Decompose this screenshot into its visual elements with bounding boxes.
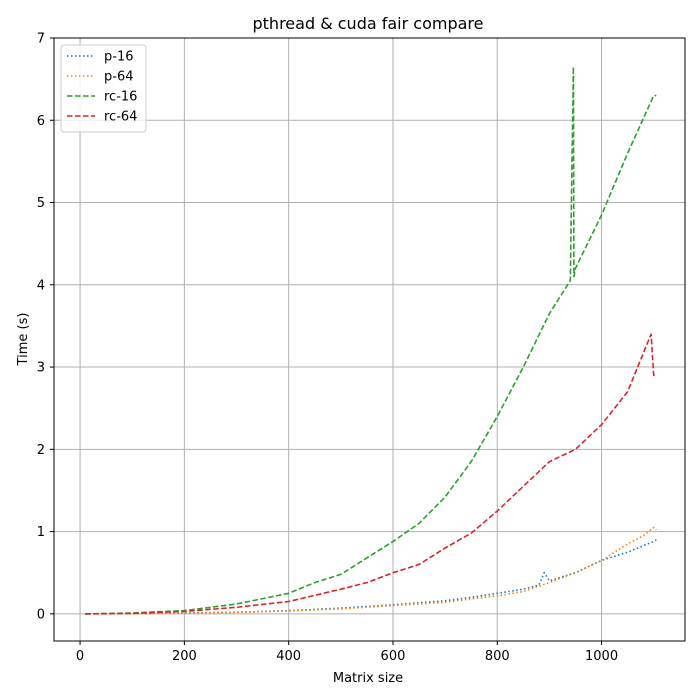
legend-label: p-64	[104, 70, 134, 85]
y-tick-label: 5	[37, 196, 45, 211]
x-tick-label: 0	[76, 649, 84, 664]
x-tick-label: 800	[485, 649, 510, 664]
y-tick-label: 0	[37, 607, 45, 622]
legend-label: rc-64	[104, 110, 137, 125]
legend-label: rc-16	[104, 90, 137, 105]
series-line-p-16	[85, 539, 657, 615]
legend-label: p-16	[104, 50, 134, 65]
x-tick-label: 400	[276, 649, 301, 664]
y-tick-label: 2	[37, 443, 45, 458]
axis-ticks: 0 200 400 600 800 1000 0 1 2 3 4 5 6 7	[37, 32, 618, 665]
legend-box	[60, 44, 147, 133]
x-axis-label: Matrix size	[333, 671, 403, 686]
plot-frame	[53, 37, 686, 642]
y-tick-label: 7	[37, 32, 45, 47]
x-tick-label: 600	[381, 649, 406, 664]
plot-series	[85, 66, 657, 615]
x-tick-label: 200	[172, 649, 197, 664]
series-line-rc-64	[85, 333, 657, 615]
y-tick-label: 3	[37, 361, 45, 376]
y-tick-label: 6	[37, 114, 45, 129]
series-line-rc-16	[85, 66, 657, 615]
legend: p-16 p-64 rc-16 rc-64	[60, 44, 147, 133]
series-line-p-64	[85, 526, 657, 615]
y-axis-label: Time (s)	[16, 313, 31, 367]
y-tick-label: 1	[37, 525, 45, 540]
chart-title: pthread & cuda fair compare	[253, 14, 484, 33]
x-tick-label: 1000	[585, 649, 618, 664]
y-tick-label: 4	[37, 278, 45, 293]
